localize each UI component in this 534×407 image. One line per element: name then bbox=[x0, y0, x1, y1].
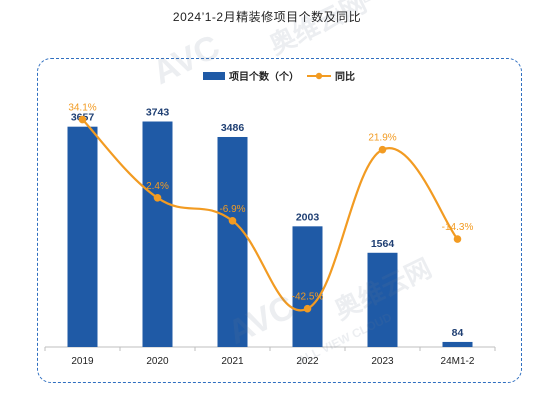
yoy-point-2020 bbox=[153, 194, 162, 202]
legend-bar-label: 项目个数（个） bbox=[229, 70, 299, 83]
bar-value-label: 3743 bbox=[146, 107, 170, 119]
bar-2019 bbox=[67, 126, 98, 347]
yoy-value-label: 21.9% bbox=[368, 133, 396, 144]
yoy-value-label: -14.3% bbox=[442, 222, 474, 233]
bar-2022 bbox=[292, 226, 323, 347]
yoy-line bbox=[81, 118, 459, 312]
bar-2023 bbox=[367, 252, 398, 347]
legend-bar-swatch bbox=[203, 72, 225, 80]
chart-title: 2024’1-2月精装修项目个数及同比 bbox=[172, 10, 362, 24]
bar-value-label: 1564 bbox=[371, 238, 395, 250]
yoy-point-2023 bbox=[378, 145, 387, 154]
bar-2021 bbox=[217, 136, 248, 347]
yoy-point-2021 bbox=[228, 216, 237, 225]
yoy-point-2022 bbox=[303, 304, 312, 313]
bar-value-label: 84 bbox=[452, 327, 464, 339]
legend-line-marker bbox=[315, 72, 323, 80]
bar-2020 bbox=[142, 121, 173, 347]
x-tick-label: 2021 bbox=[221, 356, 244, 367]
x-tick-label: 2020 bbox=[146, 356, 169, 367]
x-tick-label: 2022 bbox=[296, 356, 319, 367]
yoy-value-label: 34.1% bbox=[68, 103, 96, 114]
yoy-value-label: -6.9% bbox=[219, 204, 245, 215]
yoy-value-label: 2.4% bbox=[146, 181, 169, 192]
x-tick-label: 2019 bbox=[71, 356, 94, 367]
x-tick-label: 2023 bbox=[371, 356, 394, 367]
yoy-value-label: -42.5% bbox=[292, 292, 324, 303]
yoy-point-2019 bbox=[78, 115, 87, 124]
legend-line-label: 同比 bbox=[335, 70, 355, 83]
x-tick-label: 24M1-2 bbox=[441, 356, 475, 367]
yoy-point-24M1-2 bbox=[453, 235, 462, 243]
chart-frame bbox=[37, 58, 522, 383]
bar-value-label: 3486 bbox=[221, 122, 245, 134]
bar-24M1-2 bbox=[442, 341, 473, 347]
bar-value-label: 2003 bbox=[296, 211, 320, 223]
